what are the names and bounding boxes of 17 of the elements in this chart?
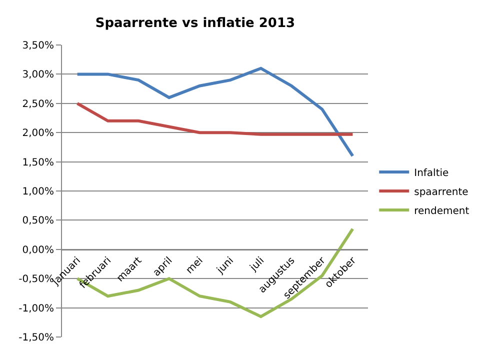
y-tick-label: 2,00% (22, 128, 54, 140)
line-series (76, 66, 354, 158)
y-tick-label: 1,50% (22, 157, 54, 168)
y-tick-label: 0,00% (22, 244, 54, 256)
y-tick-label: 2,50% (22, 98, 54, 110)
y-tick-label: 0,50% (22, 216, 54, 227)
chart-title: Spaarrente vs inflatie 2013 (95, 16, 296, 31)
legend-label: Infaltie (414, 168, 449, 179)
y-tick-label: 3,50% (22, 40, 54, 52)
line-series (76, 102, 354, 136)
y-tick-label: -0,50% (18, 274, 54, 286)
legend-label: rendement (414, 206, 470, 217)
y-tick-label: 1,00% (22, 186, 54, 198)
y-tick-label: -1,50% (18, 332, 54, 344)
legend-label: spaarrente (414, 186, 468, 198)
y-tick-label: 3,00% (22, 70, 54, 81)
y-tick-label: -1,00% (18, 303, 54, 314)
